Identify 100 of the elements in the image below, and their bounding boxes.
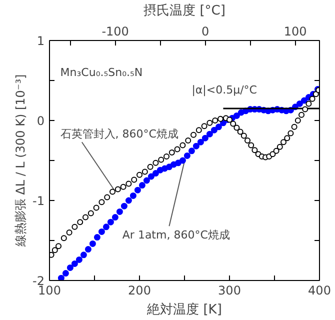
point	[230, 120, 236, 127]
point	[197, 138, 204, 146]
point	[226, 116, 232, 123]
point	[107, 218, 114, 226]
point	[134, 186, 141, 194]
point	[240, 132, 247, 139]
point	[248, 142, 254, 148]
point	[88, 210, 94, 216]
point	[201, 123, 208, 130]
y-axis-title: 線熱膨張 ΔL / L (300 K) [10⁻³]	[14, 74, 28, 248]
y-tick-label: 0	[36, 114, 45, 128]
point	[136, 172, 142, 178]
point	[164, 154, 170, 160]
point	[148, 173, 154, 180]
point	[52, 247, 58, 254]
x2-tick-label: -100	[102, 24, 129, 38]
point	[180, 142, 186, 148]
annotation: |α|<0.5μ/°C	[192, 84, 258, 97]
point	[298, 112, 304, 118]
point	[202, 134, 208, 142]
point	[116, 208, 123, 215]
point	[206, 130, 213, 138]
y-tick-label: -1	[32, 194, 45, 208]
point	[273, 148, 280, 154]
point	[210, 126, 218, 134]
point	[185, 138, 192, 144]
point	[300, 97, 308, 104]
point	[98, 199, 105, 206]
point	[168, 150, 175, 156]
point	[102, 224, 110, 230]
point	[56, 243, 62, 250]
point	[206, 120, 213, 126]
point	[126, 180, 132, 187]
point	[179, 157, 186, 164]
point	[76, 256, 82, 263]
point	[152, 170, 159, 177]
x-axis-title: 絶対温度 [K]	[146, 302, 222, 318]
point	[62, 270, 69, 277]
point	[252, 147, 258, 154]
point	[66, 264, 74, 271]
point	[110, 188, 116, 195]
point	[237, 128, 244, 135]
point	[288, 130, 294, 136]
point	[80, 252, 87, 258]
point	[244, 138, 250, 144]
point	[284, 135, 290, 142]
point	[306, 100, 312, 107]
point	[188, 148, 195, 154]
point	[212, 118, 218, 124]
point	[312, 91, 319, 98]
point	[89, 240, 96, 247]
point	[143, 177, 150, 184]
point	[296, 100, 303, 107]
point	[192, 142, 200, 150]
point	[218, 116, 224, 122]
point	[280, 139, 286, 146]
annotation: Ar 1atm, 860°C焼成	[122, 228, 230, 242]
x-tick-label: 300	[218, 284, 241, 298]
point	[233, 112, 240, 119]
x2-axis-title: 摂氏温度 [°C]	[144, 2, 226, 18]
point	[120, 202, 128, 210]
point	[276, 144, 283, 150]
point	[152, 160, 159, 166]
point	[309, 96, 316, 102]
point	[66, 230, 72, 236]
annotation: 石英管封入, 860°C焼成	[60, 128, 178, 141]
x2-tick-label: 100	[284, 24, 307, 38]
point	[114, 186, 121, 192]
point	[158, 156, 164, 163]
point	[60, 235, 67, 242]
point	[131, 176, 138, 183]
point	[147, 164, 154, 170]
point	[84, 246, 92, 253]
annotation: Mn₃Cu₀.₅Sn₀.₅N	[60, 66, 143, 79]
point	[174, 146, 180, 152]
point	[112, 214, 118, 221]
point	[120, 184, 126, 190]
point	[270, 151, 276, 158]
x-tick-label: 400	[308, 284, 331, 298]
point	[196, 127, 202, 134]
point	[215, 124, 222, 130]
point	[77, 219, 84, 226]
point	[294, 118, 301, 124]
point	[72, 224, 78, 230]
point	[291, 124, 298, 130]
point	[71, 260, 78, 267]
point	[190, 132, 196, 138]
point	[104, 194, 110, 200]
point	[58, 274, 64, 280]
x-tick-label: 200	[128, 284, 151, 298]
x-tick-label: 100	[38, 284, 61, 298]
point	[302, 106, 308, 112]
point	[142, 168, 148, 175]
y-tick-label: 1	[36, 34, 45, 48]
x2-tick-label: 0	[202, 24, 210, 38]
point	[234, 124, 240, 131]
point	[93, 204, 100, 211]
point	[98, 228, 105, 235]
point	[82, 214, 88, 220]
point	[138, 182, 146, 189]
